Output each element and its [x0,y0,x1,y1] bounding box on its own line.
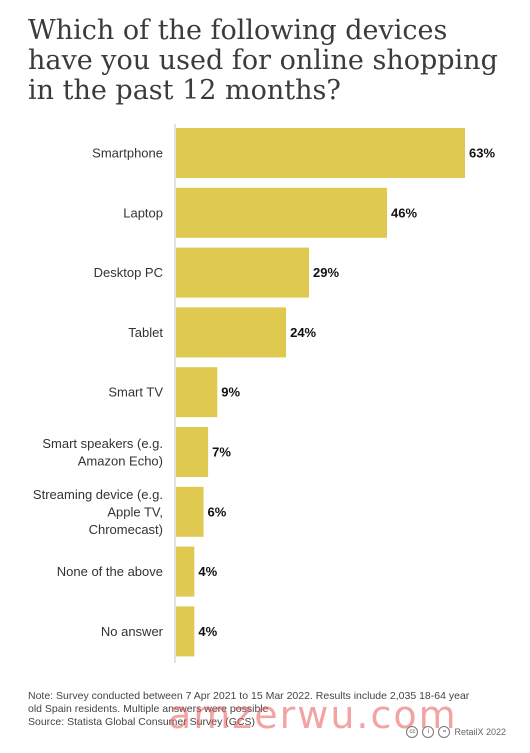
category-label: Tablet [128,325,163,340]
data-label: 24% [290,325,316,340]
category-label: Streaming device (e.g. Apple TV, Chromecas… [33,487,163,537]
chart-note: Note: Survey conducted between 7 Apr 202… [28,690,508,729]
category-label: Laptop [123,205,163,220]
bar [176,187,388,238]
bar [176,427,209,477]
category-label: Smartphone [92,146,163,161]
data-label: 9% [221,385,240,400]
bar [176,367,218,418]
note-line: Note: Survey conducted between 7 Apr 202… [28,690,470,702]
data-label: 4% [198,624,217,639]
bar-chart: 63% Smartphone 46% Laptop 29% Desktop PC 24% Ta… [33,124,495,663]
bar [176,486,204,537]
source-line: Source: Statista Global Consumer Survey … [28,716,256,728]
data-label: 6% [208,504,227,519]
data-label: 4% [198,564,217,579]
credit: cc i = RetailX 2022 [406,726,506,738]
category-label: Smart speakers (e.g. Amazon Echo) [42,436,163,469]
note-line: old Spain residents. Multiple answers we… [28,703,269,715]
bar [176,247,310,298]
credit-text: RetailX 2022 [454,727,506,737]
category-label: Smart TV [108,385,163,400]
chart-title: Which of the following devices have you … [28,15,498,106]
by-icon: i [422,726,435,738]
bar [176,546,195,597]
category-label: No answer [101,624,164,639]
bar [176,128,465,178]
category-label: Desktop PC [94,265,163,280]
cc-icon: cc [406,726,419,738]
data-label: 63% [469,146,495,161]
bar [176,606,195,657]
bar [176,307,287,358]
data-label: 46% [391,205,417,220]
data-label: 29% [313,265,339,280]
nd-icon: = [438,726,451,738]
data-label: 7% [212,445,231,460]
category-label: None of the above [57,564,163,579]
